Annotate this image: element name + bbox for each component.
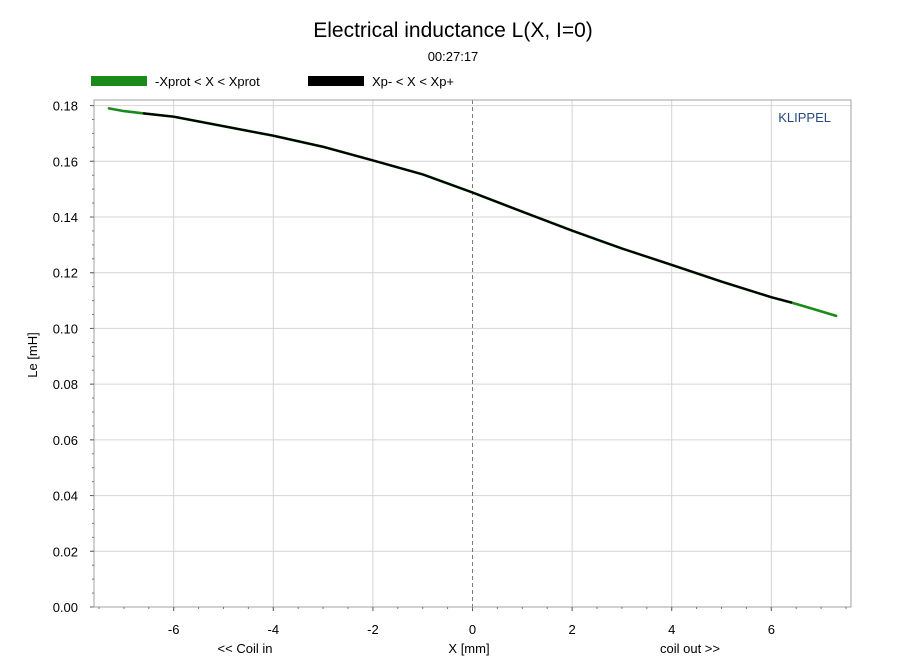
series-layer xyxy=(107,107,838,318)
tick-marks xyxy=(90,105,847,611)
chart-title: Electrical inductance L(X, I=0) xyxy=(313,19,593,42)
x-tick-label: -6 xyxy=(168,622,180,637)
y-tick-label: 0.02 xyxy=(53,544,78,559)
y-tick-label: 0.06 xyxy=(53,433,78,448)
x-axis-label: X [mm] xyxy=(448,641,489,656)
y-tick-label: 0.12 xyxy=(53,266,78,281)
x-tick-labels: -6 -4 -2 0 2 4 6 xyxy=(168,622,775,637)
x-axis-right-note: coil out >> xyxy=(660,641,720,656)
y-tick-label: 0.18 xyxy=(53,99,78,114)
y-tick-label: 0.08 xyxy=(53,377,78,392)
legend-swatch-protected-range xyxy=(91,76,147,86)
legend-label-peak-range: Xp- < X < Xp+ xyxy=(372,74,454,89)
x-tick-label: 6 xyxy=(768,622,775,637)
x-axis-left-note: << Coil in xyxy=(218,641,273,656)
klippel-watermark: KLIPPEL xyxy=(778,110,831,125)
legend-label-protected-range: -Xprot < X < Xprot xyxy=(155,74,260,89)
legend: -Xprot < X < Xprot Xp- < X < Xp+ xyxy=(91,74,454,89)
y-tick-labels: 0.00 0.02 0.04 0.06 0.08 0.10 0.12 0.14 0.16 0.18 xyxy=(53,99,78,615)
x-tick-label: 4 xyxy=(668,622,675,637)
y-tick-label: 0.10 xyxy=(53,321,78,336)
y-tick-label: 0.04 xyxy=(53,489,78,504)
y-tick-label: 0.14 xyxy=(53,210,78,225)
x-tick-label: 2 xyxy=(568,622,575,637)
y-tick-label: 0.16 xyxy=(53,154,78,169)
x-tick-label: -4 xyxy=(268,622,280,637)
x-tick-label: 0 xyxy=(469,622,476,637)
legend-swatch-peak-range xyxy=(308,76,364,86)
grid xyxy=(94,100,851,607)
y-tick-label: 0.00 xyxy=(53,600,78,615)
chart-timestamp: 00:27:17 xyxy=(428,49,479,64)
y-axis-label: Le [mH] xyxy=(25,332,40,378)
series-line-peak-range xyxy=(142,112,793,304)
x-tick-label: -2 xyxy=(367,622,379,637)
